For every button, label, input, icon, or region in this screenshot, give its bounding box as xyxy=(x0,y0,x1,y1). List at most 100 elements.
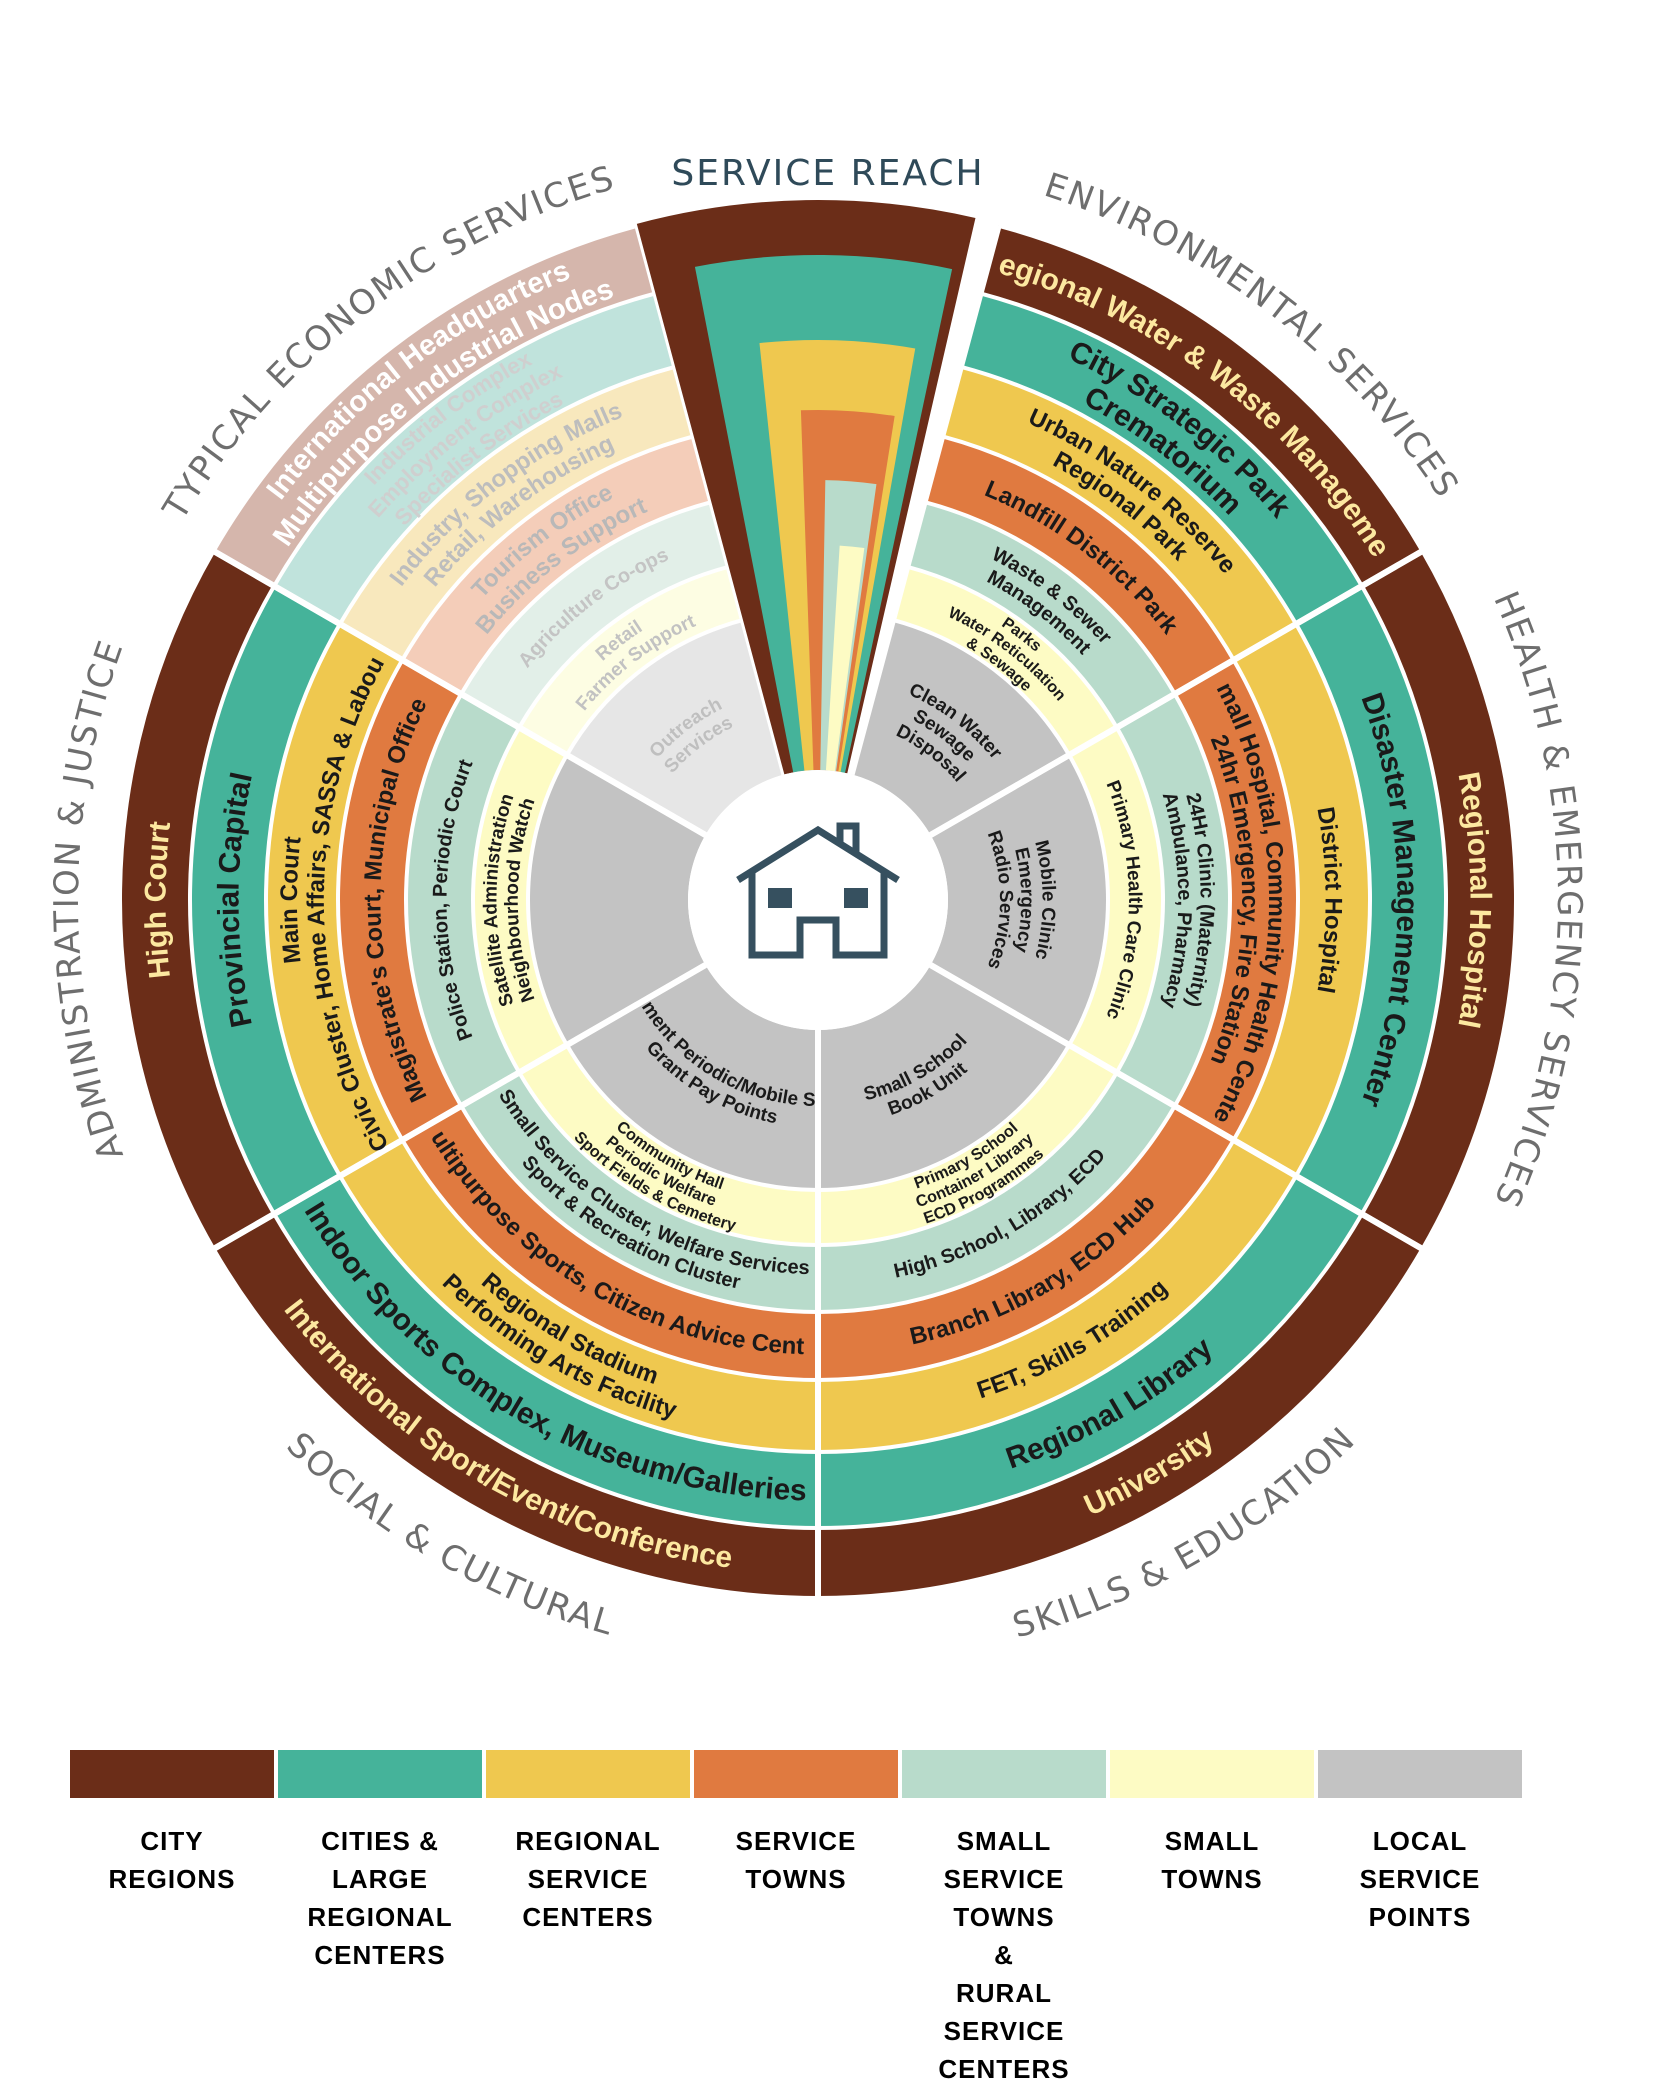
ring-separator xyxy=(471,726,521,1074)
sector-4-tier-6 xyxy=(566,965,818,1190)
ring-separator xyxy=(517,564,730,729)
sector-2-tier-2 xyxy=(1233,624,1370,1176)
legend-swatch xyxy=(1110,1750,1314,1798)
ring-separator xyxy=(264,623,342,1177)
ring-separator xyxy=(338,364,676,626)
sector-4-tier-3 xyxy=(402,1106,818,1380)
legend-label: SERVICE TOWNS xyxy=(735,1826,857,1894)
sector-divider xyxy=(212,962,707,1252)
sector-divider xyxy=(848,225,1002,776)
legend-swatch xyxy=(694,1750,898,1798)
sector-4-tier-0 xyxy=(213,1214,818,1598)
sector-2-tier-4 xyxy=(1116,694,1230,1106)
ring-separator xyxy=(817,1104,1177,1314)
legend-swatch xyxy=(278,1750,482,1798)
sector-0-tier-1 xyxy=(274,293,676,624)
ring-label: Main Court xyxy=(276,835,307,965)
sector-5-tier-0 xyxy=(120,551,275,1249)
ring-separator xyxy=(338,1174,819,1454)
sector-1-tier-6 xyxy=(851,619,1070,835)
ring-separator xyxy=(211,223,638,553)
sector-4-tier-4 xyxy=(461,1072,818,1312)
legend-label: CITY REGIONS xyxy=(108,1826,236,1894)
legend-swatch xyxy=(902,1750,1106,1798)
legend: CITY REGIONS CITIES & LARGE REGIONAL CENTERS R… xyxy=(70,1750,1570,2084)
ring-label: High Court xyxy=(139,820,177,980)
ring-separator xyxy=(400,1138,819,1382)
ring-separator xyxy=(517,1071,819,1247)
ring-separator xyxy=(1067,754,1111,1046)
ring-separator xyxy=(117,550,216,1250)
sector-5-tier-2 xyxy=(265,624,403,1176)
reach-bar-5 xyxy=(825,545,865,772)
ring-separator xyxy=(941,434,1236,662)
sector-0-tier-4 xyxy=(461,502,729,728)
sector-divider xyxy=(929,548,1424,838)
ring-separator xyxy=(459,1104,819,1314)
ring-separator xyxy=(404,693,463,1107)
sector-divider xyxy=(929,962,1424,1252)
ring-separator xyxy=(960,364,1298,626)
ring-separator xyxy=(272,1212,819,1530)
sector-1-tier-3 xyxy=(924,436,1234,694)
house-icon xyxy=(736,822,900,959)
sector-3-tier-4 xyxy=(818,1072,1175,1312)
sector-1-tier-0 xyxy=(980,225,1423,587)
sector-5-tier-5 xyxy=(473,727,567,1073)
center-hub xyxy=(688,770,948,1030)
legend-label: REGIONAL SERVICE CENTERS xyxy=(515,1826,661,1932)
sector-0-tier-0 xyxy=(213,225,656,587)
sector-3-tier-6 xyxy=(818,965,1070,1190)
ring-separator xyxy=(400,434,695,662)
legend-swatch xyxy=(486,1750,690,1798)
sector-1-tier-2 xyxy=(942,366,1297,660)
ring-separator xyxy=(336,659,405,1141)
sector-4-tier-2 xyxy=(339,1140,818,1452)
ring-separator xyxy=(1115,726,1166,1074)
sector-4-tier-5 xyxy=(519,1045,818,1245)
ring-separator xyxy=(188,585,276,1215)
sector-3-tier-2 xyxy=(818,1140,1297,1452)
ring-separator xyxy=(565,1043,819,1192)
sector-5-tier-4 xyxy=(406,694,520,1106)
sector-2-tier-5 xyxy=(1069,727,1163,1073)
ring-separator xyxy=(565,617,744,757)
legend-label: LOCAL SERVICE POINTS xyxy=(1359,1826,1481,1932)
sector-2-tier-6 xyxy=(930,755,1108,1045)
sector-5-tier-3 xyxy=(338,660,462,1140)
sector-2-tier-0 xyxy=(1361,551,1516,1249)
legend-label: SMALL SERVICE TOWNS & RURAL SERVICE CENTERS xyxy=(938,1826,1070,2084)
page-title: SERVICE REACH xyxy=(671,153,984,194)
ring-separator xyxy=(1173,693,1232,1107)
sector-0-tier-2 xyxy=(339,366,694,660)
sector-3-tier-3 xyxy=(818,1106,1234,1380)
ring-separator xyxy=(1294,623,1373,1177)
legend-label: CITIES & LARGE REGIONAL CENTERS xyxy=(307,1826,453,1970)
ring-separator xyxy=(817,1212,1364,1530)
ring-separator xyxy=(526,754,569,1046)
ring-separator xyxy=(817,1247,1425,1600)
ring-separator xyxy=(1420,550,1519,1250)
sector-divider xyxy=(212,548,707,838)
ring-separator xyxy=(906,564,1119,729)
ring-separator xyxy=(211,1247,819,1600)
ring-separator xyxy=(980,291,1364,588)
ring-separator xyxy=(892,617,1071,757)
ring-separator xyxy=(924,500,1177,696)
legend-swatch xyxy=(1318,1750,1522,1798)
ring-separator xyxy=(817,1138,1236,1382)
sector-1-tier-4 xyxy=(907,502,1175,728)
legend-label: SMALL TOWNS xyxy=(1161,1826,1263,1894)
ring-separator xyxy=(459,500,712,696)
legend-swatch xyxy=(70,1750,274,1798)
sector-0-tier-3 xyxy=(402,436,712,694)
sector-0-tier-6 xyxy=(566,619,785,835)
sector-0-tier-5 xyxy=(519,566,743,755)
sector-3-tier-5 xyxy=(818,1045,1117,1245)
ring-separator xyxy=(817,1071,1119,1247)
sector-1-tier-5 xyxy=(893,566,1117,755)
sector-3-tier-0 xyxy=(818,1214,1423,1598)
ring-separator xyxy=(817,1174,1298,1454)
ring-separator xyxy=(272,291,656,588)
sector-1-tier-1 xyxy=(960,293,1362,624)
